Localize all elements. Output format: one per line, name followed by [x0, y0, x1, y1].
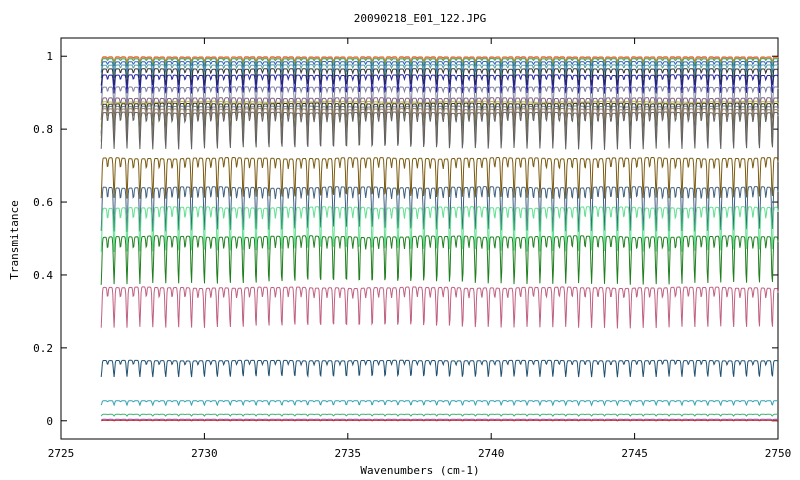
- y-tick-label: 0.2: [33, 342, 53, 355]
- y-tick-label: 0.8: [33, 123, 53, 136]
- x-tick-label: 2750: [765, 447, 792, 460]
- chart-title: 20090218_E01_122.JPG: [354, 12, 486, 25]
- y-axis-ticks: 0 0.2 0.4 0.6 0.8 1: [33, 50, 778, 428]
- series-line: [100, 400, 779, 407]
- x-tick-label: 2735: [335, 447, 362, 460]
- y-tick-label: 1: [46, 50, 53, 63]
- series-line: [100, 86, 779, 106]
- y-tick-label: 0: [46, 415, 53, 428]
- series-line: [101, 418, 779, 421]
- x-axis-label: Wavenumbers (cm-1): [360, 464, 479, 477]
- series-line: [100, 97, 779, 121]
- x-tick-label: 2730: [191, 447, 218, 460]
- series-line: [100, 74, 779, 94]
- series-line: [100, 111, 779, 150]
- series-line: [100, 156, 779, 200]
- series-line: [100, 100, 779, 128]
- series-line: [100, 413, 779, 417]
- series-line: [100, 206, 779, 253]
- y-tick-label: 0.6: [33, 196, 53, 209]
- y-axis-label: Transmitance: [8, 200, 21, 279]
- series-line: [100, 56, 779, 63]
- series-line: [100, 102, 779, 134]
- series-line: [100, 60, 779, 75]
- series-line: [100, 235, 779, 285]
- x-axis-ticks: 2725 2730 2735 2740 2745 2750: [48, 38, 792, 460]
- series-line: [100, 186, 779, 232]
- series-line: [100, 359, 779, 378]
- x-tick-label: 2725: [48, 447, 75, 460]
- x-tick-label: 2745: [621, 447, 648, 460]
- x-tick-label: 2740: [478, 447, 505, 460]
- y-tick-label: 0.4: [33, 269, 53, 282]
- series-lines: [100, 56, 779, 422]
- series-line: [100, 64, 779, 79]
- series-line: [100, 57, 779, 65]
- series-line: [100, 107, 779, 143]
- series-line: [100, 68, 779, 86]
- series-line: [100, 105, 779, 137]
- series-line: [100, 286, 779, 329]
- series-line: [100, 58, 779, 69]
